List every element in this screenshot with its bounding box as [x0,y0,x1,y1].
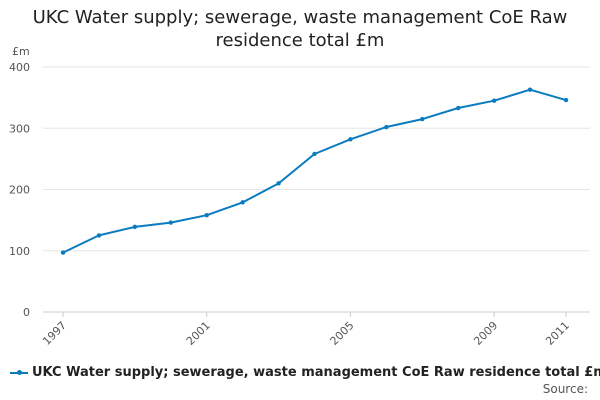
x-tick-label: 1997 [40,319,69,348]
data-point [276,181,281,186]
x-tick-label: 2001 [184,319,213,348]
x-tick-label: 2011 [543,319,572,348]
legend-line-marker-icon [10,369,28,375]
y-tick-label: 300 [9,122,30,135]
legend: UKC Water supply; sewerage, waste manage… [10,365,600,380]
data-point [384,124,389,130]
data-point [168,220,173,225]
data-point [527,87,533,92]
data-point [491,98,497,103]
series-line [62,88,567,254]
data-point [420,116,425,122]
data-point [96,233,102,238]
y-tick-label: 200 [9,184,30,197]
data-point [132,224,138,230]
legend-label: UKC Water supply; sewerage, waste manage… [32,365,600,380]
data-point [240,200,245,205]
data-point [348,137,353,142]
data-point [204,213,209,218]
data-point [456,105,461,111]
y-tick-label: 400 [9,61,30,74]
chart-title: UKC Water supply; sewerage, waste manage… [32,7,568,51]
source-label: Source: [542,382,588,396]
data-point [60,250,66,255]
data-point [563,97,569,103]
x-tick-label: 2005 [328,319,357,348]
y-tick-label: 100 [9,245,30,258]
data-point [312,151,317,157]
y-tick-label: 0 [23,306,30,319]
y-axis-label: £m [12,45,30,58]
x-tick-label: 2009 [471,319,500,348]
